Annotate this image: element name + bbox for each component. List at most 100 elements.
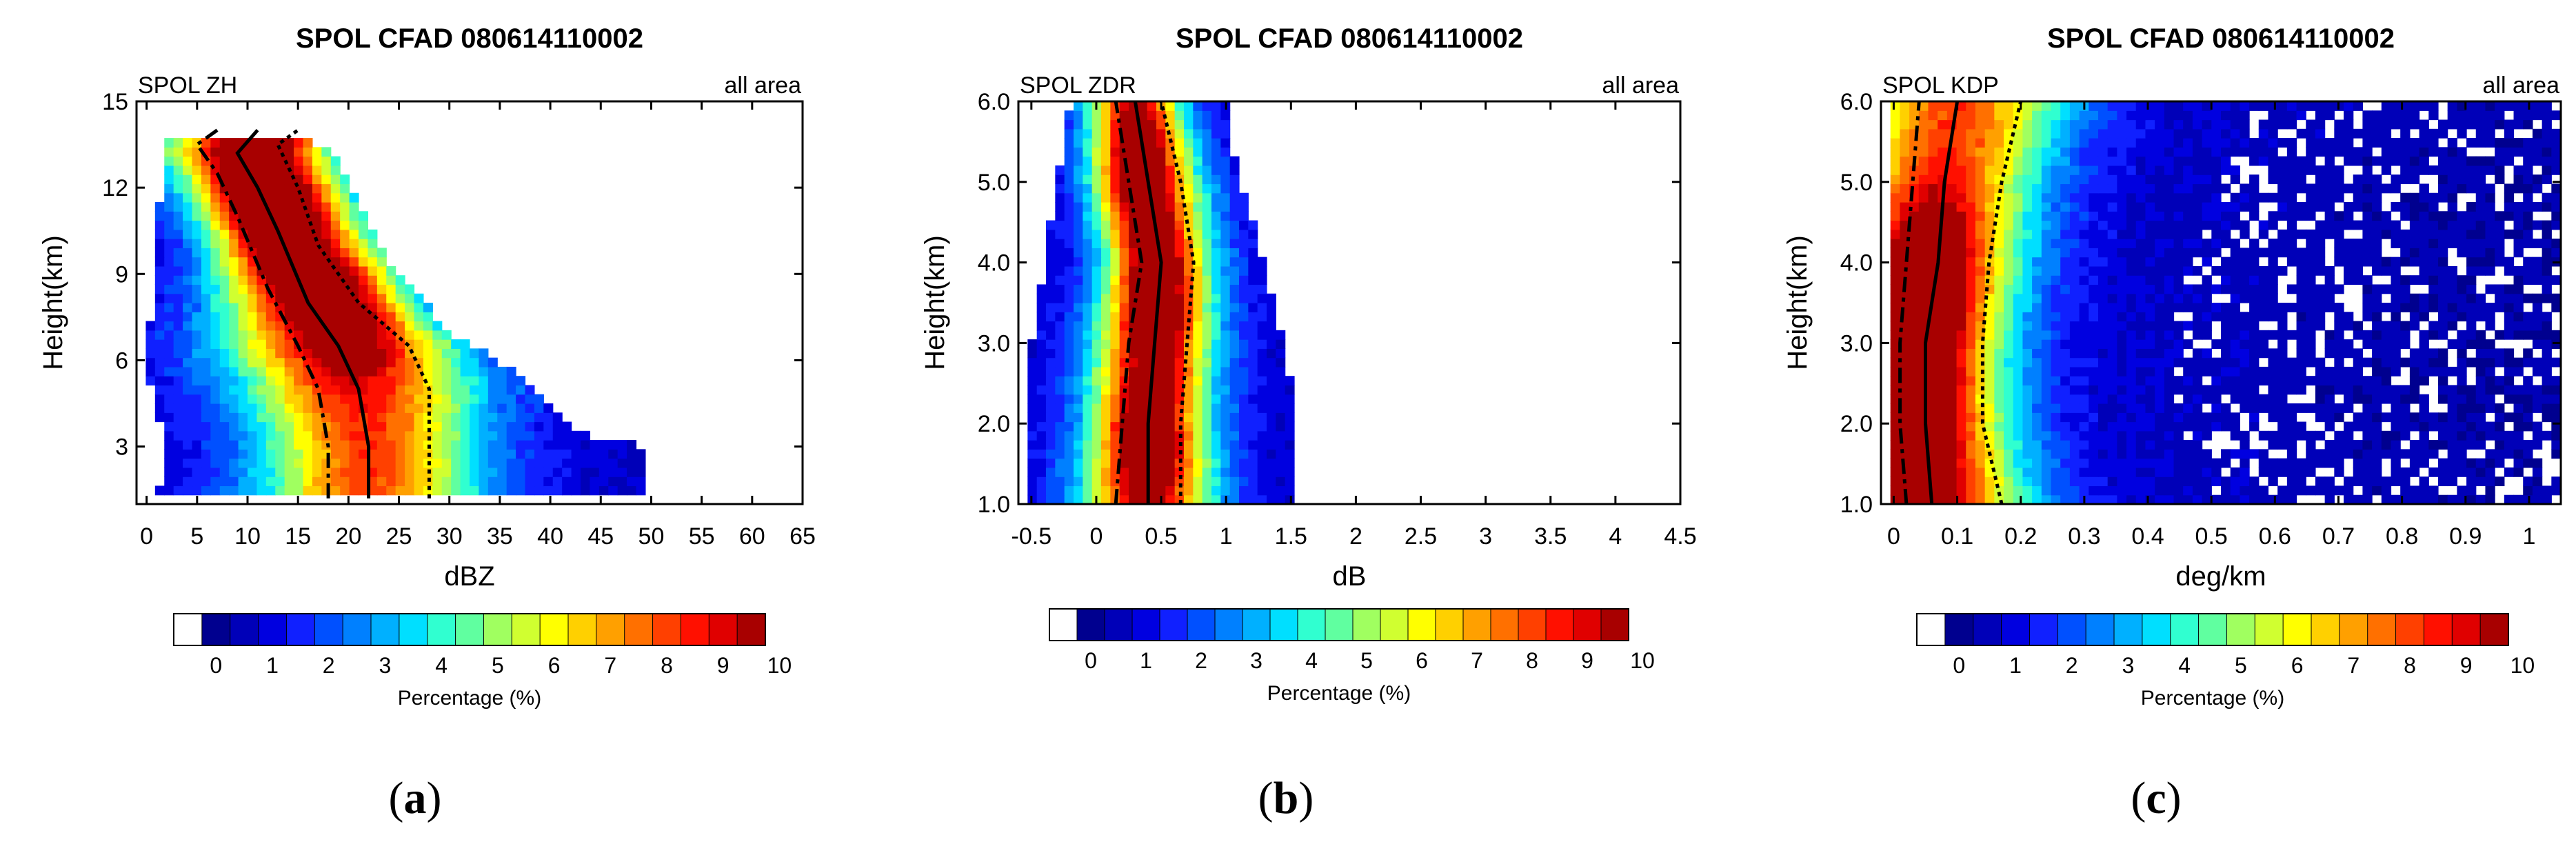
heatmap-cell [1156, 485, 1166, 496]
heatmap-cell [1890, 303, 1900, 312]
heatmap-cell [275, 265, 285, 276]
heatmap-cell [1211, 248, 1221, 258]
heatmap-cell [2485, 303, 2495, 312]
heatmap-cell [2145, 366, 2155, 376]
heatmap-cell [2202, 220, 2212, 230]
heatmap-cell [1147, 147, 1157, 157]
heatmap-cell [321, 366, 332, 376]
heatmap-cell [1101, 239, 1111, 248]
heatmap-cell [2145, 467, 2155, 477]
heatmap-cell [2022, 229, 2033, 239]
heatmap-cell [1994, 147, 2004, 157]
heatmap-cell [2249, 275, 2260, 285]
heatmap-cell [2277, 202, 2288, 212]
heatmap-cell [2135, 385, 2146, 395]
heatmap-cell [2192, 476, 2203, 487]
heatmap-cell [1946, 449, 1958, 459]
heatmap-cell [2164, 229, 2175, 239]
heatmap-cell [2192, 239, 2203, 248]
heatmap-cell [2164, 183, 2175, 194]
heatmap-cell [1083, 421, 1093, 432]
heatmap-cell [1994, 165, 2004, 175]
heatmap-cell [2409, 385, 2420, 395]
heatmap-cell [441, 376, 452, 386]
heatmap-cell [376, 248, 387, 258]
heatmap-cell [2173, 265, 2184, 276]
heatmap-cell [1220, 449, 1231, 459]
plot-frame [135, 100, 804, 505]
heatmap-cell [1909, 220, 1920, 230]
heatmap-cell [2315, 248, 2326, 258]
heatmap-cell [2013, 239, 2024, 248]
heatmap-cell [1101, 394, 1111, 404]
heatmap-cell [2391, 257, 2401, 267]
heatmap-cell [2296, 312, 2306, 322]
colorbar-swatch [1325, 608, 1354, 641]
heatmap-cell [2013, 165, 2024, 175]
heatmap-cell [2117, 275, 2127, 285]
heatmap-cell [2315, 357, 2326, 368]
heatmap-cell [1046, 440, 1056, 450]
heatmap-cell [2135, 467, 2146, 477]
colorbar-swatch [680, 613, 710, 646]
heatmap-cell [2495, 430, 2505, 441]
heatmap-cell [1211, 449, 1221, 459]
heatmap-cell [1064, 394, 1074, 404]
heatmap-cell [1220, 312, 1231, 322]
heatmap-cell [2135, 156, 2146, 166]
chart-title: SPOL CFAD 080614110002 [2047, 23, 2395, 54]
heatmap-cell [2013, 211, 2024, 221]
heatmap-cell [2069, 312, 2080, 322]
heatmap-cell [303, 147, 313, 157]
heatmap-cell [1946, 165, 1958, 175]
heatmap-cell [2041, 366, 2052, 376]
heatmap-cell [2306, 458, 2316, 468]
heatmap-cell [2457, 174, 2467, 185]
heatmap-cell [229, 412, 239, 423]
heatmap-cell [2032, 430, 2042, 441]
heatmap-cell [2022, 467, 2033, 477]
colorbar-swatch [1490, 608, 1519, 641]
heatmap-cell [1193, 485, 1203, 496]
colorbar-swatch [230, 613, 259, 646]
heatmap-cell [2381, 183, 2392, 194]
heatmap-cell [2372, 476, 2382, 487]
heatmap-cell [2437, 211, 2448, 221]
heatmap-cell [1174, 348, 1185, 359]
heatmap-cell [2258, 376, 2269, 386]
heatmap-cell [2542, 265, 2552, 276]
heatmap-cell [2447, 239, 2457, 248]
heatmap-cell [2437, 239, 2448, 248]
heatmap-cell [238, 248, 248, 258]
heatmap-cell [1984, 403, 1995, 413]
heatmap-cell [2032, 248, 2042, 258]
heatmap-cell [2022, 494, 2033, 505]
heatmap-cell [183, 248, 193, 258]
heatmap-cell [2097, 165, 2109, 175]
heatmap-cell [2135, 348, 2146, 359]
heatmap-cell [2409, 449, 2420, 459]
heatmap-cell [1220, 248, 1231, 258]
heatmap-cell [183, 211, 193, 221]
heatmap-cell [1220, 257, 1231, 267]
heatmap-cell [2362, 248, 2373, 258]
heatmap-cell [2249, 494, 2260, 505]
heatmap-cell [1276, 476, 1286, 487]
heatmap-cell [1165, 467, 1176, 477]
heatmap-cell [2107, 183, 2117, 194]
heatmap-cell [2400, 257, 2411, 267]
heatmap-cell [1129, 385, 1138, 395]
heatmap-cell [1248, 357, 1258, 368]
heatmap-cell [2419, 366, 2429, 376]
heatmap-cell [2391, 440, 2401, 450]
heatmap-cell [2296, 265, 2306, 276]
heatmap-cell [359, 440, 369, 450]
heatmap-cell [210, 138, 221, 148]
heatmap-cell [303, 412, 313, 423]
heatmap-cell [2211, 303, 2222, 312]
heatmap-cell [303, 284, 313, 294]
heatmap-cell [321, 183, 332, 194]
heatmap-cell [2315, 284, 2326, 294]
heatmap-cell [460, 412, 470, 423]
heatmap-cell [359, 339, 369, 349]
